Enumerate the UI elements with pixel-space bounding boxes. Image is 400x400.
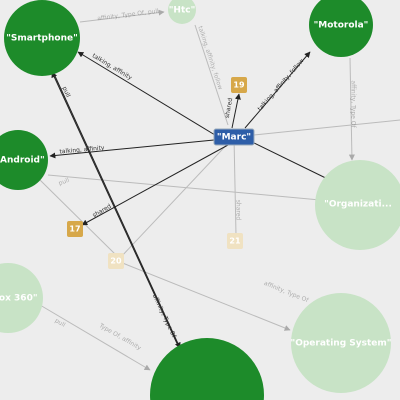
edge-label: shared [235,200,242,221]
edge-label: Type Of, affinity [97,322,143,352]
node-label[interactable]: "Smartphone" [6,34,78,44]
node[interactable] [315,160,400,250]
node[interactable] [0,130,48,190]
edge-label: affinity, Type Of [263,280,310,304]
node-label[interactable]: 19 [233,81,245,90]
edges [49,51,341,351]
node[interactable] [108,253,124,269]
edge-label: shared [224,97,234,119]
node-label[interactable]: box 360" [0,294,38,304]
node[interactable] [4,0,80,76]
node[interactable] [231,77,247,93]
edge-label: affinity, Type Of [151,293,178,340]
node[interactable] [227,233,243,249]
node-label[interactable]: "Marc" [217,133,251,143]
node-label[interactable]: "Android" [0,156,45,166]
edge-label: talking, affinity [59,145,105,156]
node-label[interactable]: "Motorola" [314,21,369,31]
edge-label: talking, affinity, follow [196,25,223,91]
node-label[interactable]: 20 [110,257,122,266]
edge-label: pull [61,86,72,99]
node[interactable] [0,263,43,333]
node[interactable] [213,128,255,146]
node-label[interactable]: 21 [229,237,241,246]
node[interactable] [309,0,373,57]
node-label[interactable]: "Operating System" [291,339,392,349]
edge-label: shared [91,203,112,219]
edge-label: affinity, Type Of [350,80,357,128]
node[interactable] [150,338,264,400]
edge-label: pull [58,177,71,187]
node-label[interactable]: 17 [69,225,80,234]
node-label[interactable]: "Organizati... [324,200,392,210]
faded-edges [39,9,400,371]
edge-label: talking, affinity [91,52,134,81]
node[interactable] [67,221,83,237]
node[interactable] [168,0,196,24]
edge-label: pull [54,317,67,329]
node[interactable] [291,293,391,393]
edge-label: talking, affinity, follow [257,57,306,112]
edge-label: affinity, Type Of, pull [97,8,160,23]
node-label[interactable]: "Htc" [169,6,196,16]
